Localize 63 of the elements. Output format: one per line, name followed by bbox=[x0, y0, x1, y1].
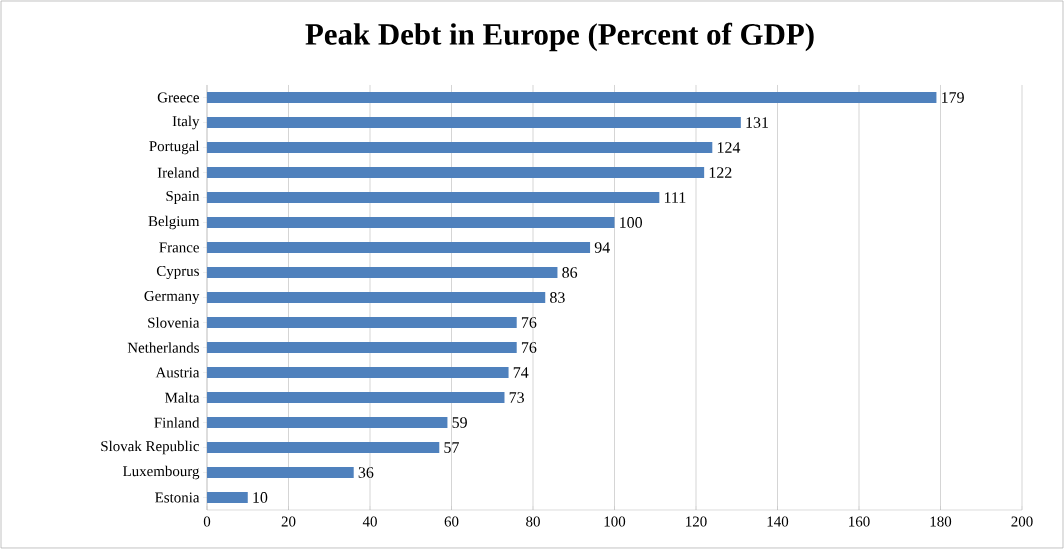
data-label: 36 bbox=[358, 467, 374, 478]
y-tick-label: Greece bbox=[157, 92, 199, 103]
data-label: 74 bbox=[513, 367, 529, 378]
y-tick-label: France bbox=[159, 242, 199, 253]
bar bbox=[207, 216, 615, 228]
bar bbox=[207, 316, 517, 328]
chart-title: Peak Debt in Europe (Percent of GDP) bbox=[305, 22, 814, 52]
bar bbox=[207, 341, 517, 353]
x-tick-label: 160 bbox=[849, 516, 870, 527]
data-label: 122 bbox=[709, 167, 732, 178]
y-tick-label: Spain bbox=[166, 190, 200, 205]
x-tick-label: 200 bbox=[1011, 516, 1033, 527]
x-tick-label: 80 bbox=[526, 516, 540, 527]
y-tick-label: Italy bbox=[172, 115, 200, 130]
data-label: 10 bbox=[253, 492, 268, 503]
y-tick-label: Netherlands bbox=[127, 342, 199, 353]
x-tick-label: 100 bbox=[604, 516, 626, 527]
x-tick-label: 0 bbox=[203, 516, 211, 527]
bar bbox=[207, 441, 440, 453]
data-label: 76 bbox=[521, 317, 537, 328]
y-tick-label: Germany bbox=[144, 290, 200, 305]
y-tick-label: Portugal bbox=[149, 140, 200, 155]
y-tick-label: Luxembourg bbox=[123, 465, 200, 480]
x-tick-label: 40 bbox=[362, 516, 377, 527]
x-tick-label: 180 bbox=[930, 516, 952, 527]
bar bbox=[207, 166, 705, 178]
data-label: 57 bbox=[444, 442, 459, 453]
x-tick-label: 60 bbox=[444, 516, 459, 527]
bar bbox=[207, 91, 937, 103]
data-label: 59 bbox=[452, 417, 467, 428]
x-tick-label: 120 bbox=[686, 516, 707, 527]
data-label: 94 bbox=[594, 242, 610, 253]
data-label: 131 bbox=[746, 117, 768, 128]
data-label: 76 bbox=[521, 342, 537, 353]
bar bbox=[207, 116, 741, 128]
bar bbox=[207, 491, 248, 503]
bar bbox=[207, 191, 660, 203]
bar bbox=[207, 466, 354, 478]
data-label: 86 bbox=[562, 267, 578, 278]
y-tick-label: Estonia bbox=[155, 492, 200, 503]
data-label: 73 bbox=[509, 392, 524, 403]
bar bbox=[207, 291, 546, 303]
bar bbox=[207, 266, 558, 278]
y-tick-label: Finland bbox=[154, 417, 200, 428]
bar bbox=[207, 391, 505, 403]
x-tick-label: 20 bbox=[281, 516, 296, 527]
bar bbox=[207, 416, 448, 428]
data-label: 124 bbox=[717, 142, 741, 153]
y-tick-label: Slovenia bbox=[148, 317, 200, 328]
y-tick-label: Malta bbox=[165, 392, 200, 403]
data-label: 100 bbox=[620, 217, 643, 228]
data-label: 111 bbox=[664, 192, 686, 203]
y-tick-label: Cyprus bbox=[156, 265, 199, 280]
y-tick-label: Austria bbox=[155, 367, 200, 378]
bar bbox=[207, 241, 591, 253]
x-tick-label: 140 bbox=[767, 516, 789, 527]
y-tick-label: Slovak Republic bbox=[101, 440, 200, 455]
data-label: 83 bbox=[550, 292, 565, 303]
bar bbox=[207, 366, 509, 378]
data-label: 179 bbox=[942, 92, 964, 103]
bar bbox=[207, 141, 713, 153]
y-tick-label: Ireland bbox=[157, 167, 200, 178]
y-tick-label: Belgium bbox=[148, 215, 200, 230]
